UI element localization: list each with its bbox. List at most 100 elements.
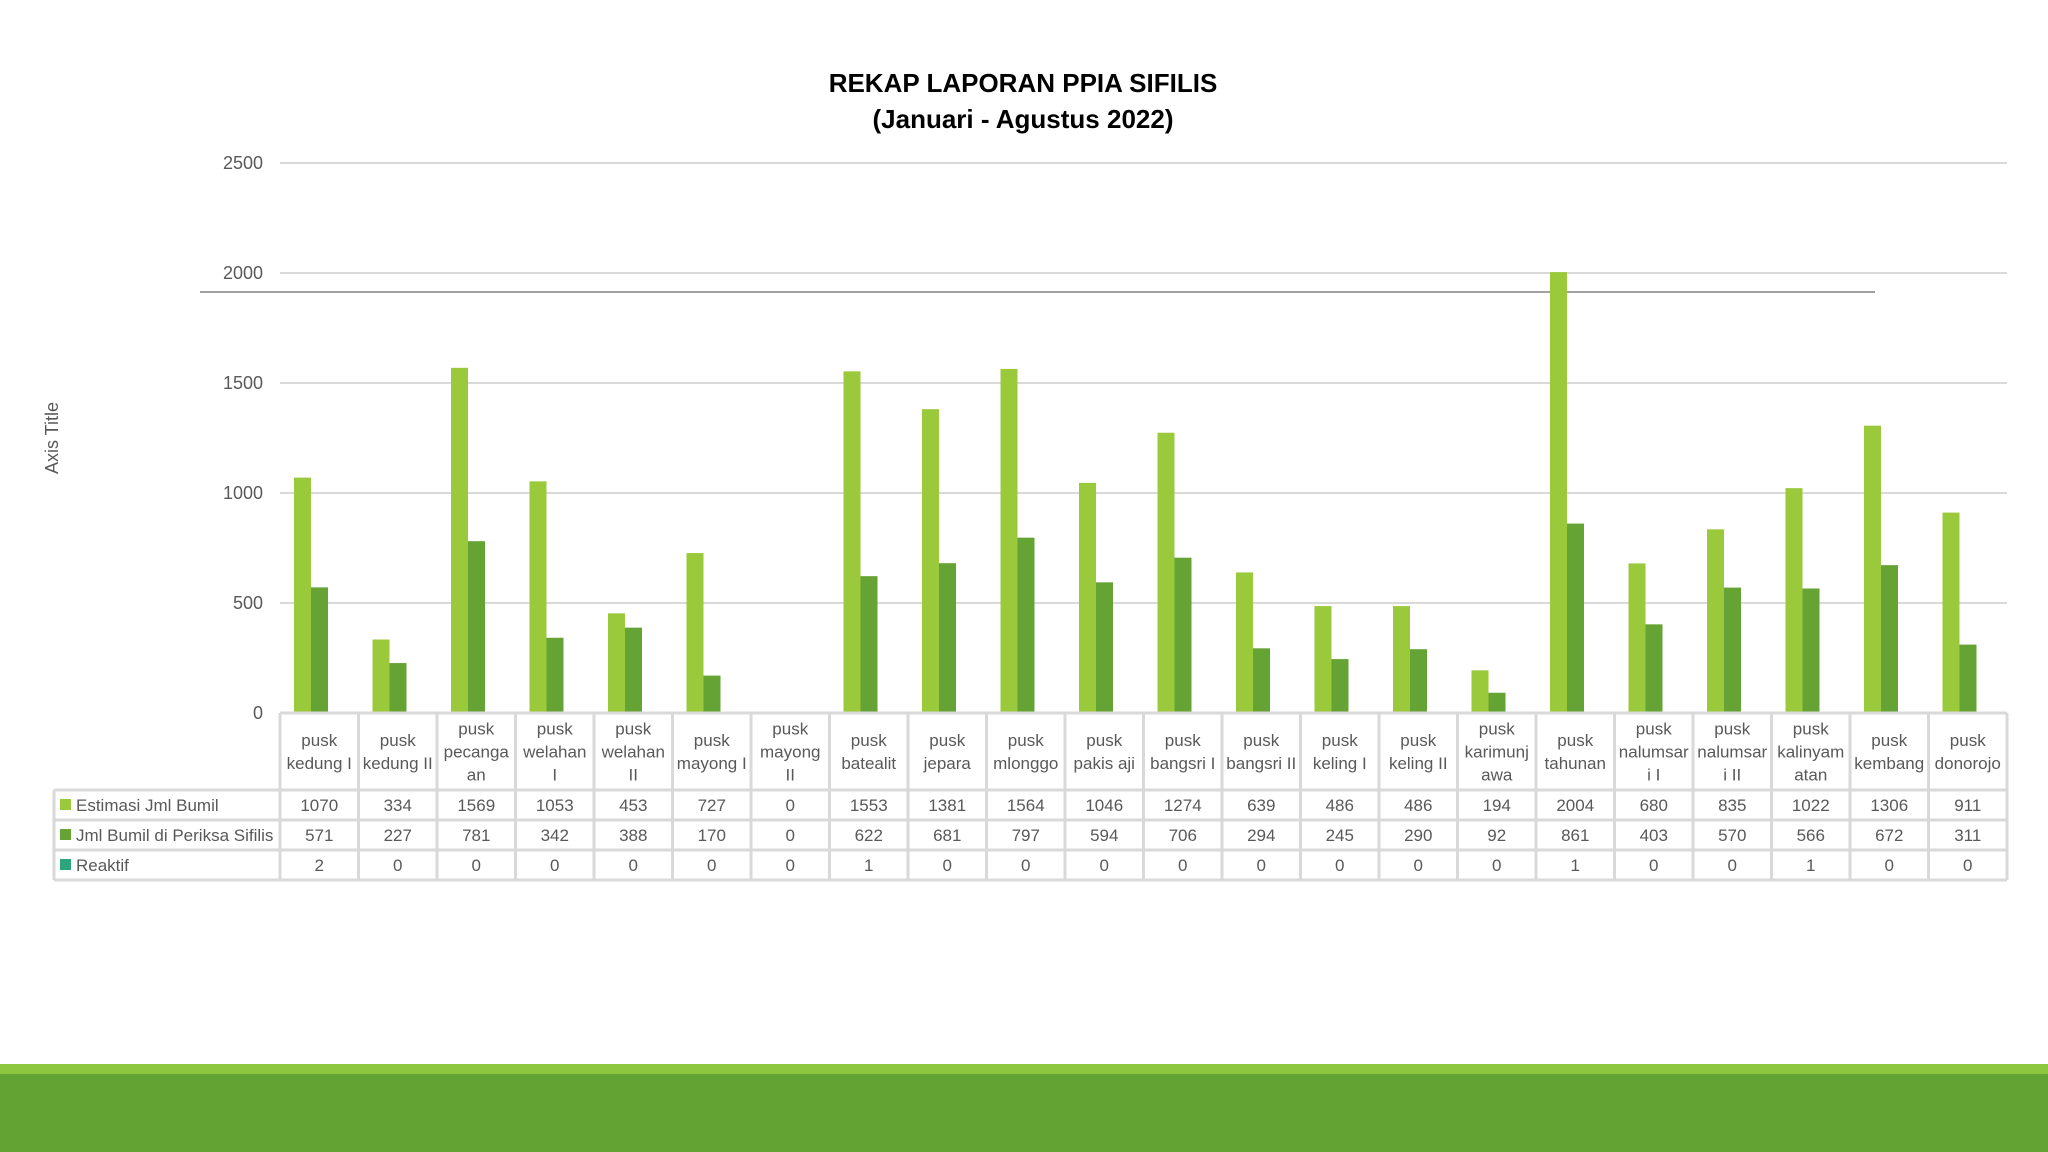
data-label: 706 (1169, 826, 1197, 845)
category-label-line: kembang (1854, 754, 1924, 773)
bar (1079, 482, 1096, 713)
category-label-line: pecanga (444, 743, 510, 762)
legend-key (60, 859, 71, 870)
bar (1253, 648, 1270, 713)
data-label: 170 (698, 826, 726, 845)
category-label-line: II (786, 766, 795, 785)
data-label: 727 (698, 796, 726, 815)
category-label-line: batealit (841, 754, 896, 773)
data-label: 92 (1487, 826, 1506, 845)
data-label: 0 (1728, 856, 1737, 875)
data-label: 566 (1797, 826, 1825, 845)
y-tick-label: 2000 (223, 263, 263, 283)
category-label-line: i I (1647, 766, 1660, 785)
data-label: 0 (943, 856, 952, 875)
bar (1410, 649, 1427, 713)
category-label-line: bangsri I (1150, 754, 1215, 773)
data-label: 403 (1640, 826, 1668, 845)
bars (294, 272, 1977, 713)
bar (1864, 425, 1881, 713)
category-label-line: mayong I (677, 754, 747, 773)
bar (1471, 670, 1489, 713)
data-label: 1053 (536, 796, 574, 815)
footer-stripe (0, 1064, 2048, 1074)
data-label: 861 (1561, 826, 1589, 845)
footer-band (0, 1074, 2048, 1152)
data-label: 1274 (1164, 796, 1202, 815)
data-label: 1022 (1792, 796, 1830, 815)
bar (1393, 606, 1410, 713)
data-label: 1569 (457, 796, 495, 815)
data-label: 1381 (928, 796, 966, 815)
bar (1802, 588, 1820, 713)
data-label: 1553 (850, 796, 888, 815)
category-label: pusk welahan II (601, 720, 665, 785)
category-label-line: pusk (380, 731, 416, 750)
gridlines (200, 162, 2007, 604)
data-label: 0 (1257, 856, 1266, 875)
bar (608, 613, 625, 713)
bar (1785, 488, 1803, 713)
category-label-line: pusk (929, 731, 965, 750)
category-label-line: I (552, 766, 557, 785)
chart-title-line: (Januari - Agustus 2022) (872, 104, 1173, 134)
category-label-line: pusk (537, 720, 573, 739)
bar (922, 409, 939, 713)
category-label-line: tahunan (1545, 754, 1606, 773)
y-axis-title: Axis Title (42, 402, 62, 474)
category-label-line: pusk (851, 731, 887, 750)
data-label: 294 (1247, 826, 1275, 845)
data-label: 388 (619, 826, 647, 845)
data-label: 0 (707, 856, 716, 875)
category-label-line: pusk (301, 731, 337, 750)
bar (1174, 557, 1192, 713)
category-label: pusk keling II (1389, 731, 1448, 773)
data-label: 680 (1640, 796, 1668, 815)
data-label: 911 (1954, 796, 1981, 815)
bar (1959, 644, 1977, 713)
category-label: pusk kalinyam atan (1777, 720, 1844, 785)
category-label: pusk welahan I (522, 720, 586, 785)
category-label-line: pusk (772, 720, 808, 739)
category-label: pusk kedung II (363, 731, 433, 773)
category-label-line: pusk (1008, 731, 1044, 750)
legend-key (60, 799, 71, 810)
bar (468, 541, 485, 713)
category-label-line: an (467, 766, 486, 785)
category-label-line: keling I (1313, 754, 1367, 773)
data-label: 1306 (1870, 796, 1908, 815)
bar (1331, 659, 1349, 713)
bar (1488, 692, 1506, 713)
category-label-line: pusk (1636, 720, 1672, 739)
category-label: pusk tahunan (1545, 731, 1606, 773)
data-label: 1 (1806, 856, 1815, 875)
category-label-line: pusk (615, 720, 651, 739)
category-label-line: pusk (694, 731, 730, 750)
bar (1881, 565, 1898, 713)
category-label: pusk nalumsar i II (1697, 720, 1767, 785)
category-label-line: bangsri II (1226, 754, 1296, 773)
data-label: 290 (1404, 826, 1432, 845)
data-label: 0 (786, 826, 795, 845)
category-label-line: pusk (1479, 720, 1515, 739)
data-label: 453 (619, 796, 647, 815)
category-label: pusk keling I (1313, 731, 1367, 773)
data-label: 227 (384, 826, 412, 845)
bar (1707, 529, 1724, 713)
y-axis-title-text: Axis Title (42, 402, 62, 474)
category-label: pusk karimunj awa (1465, 720, 1529, 785)
bar (843, 371, 861, 713)
category-label-line: pusk (1714, 720, 1750, 739)
data-label: 639 (1247, 796, 1275, 815)
y-tick-label: 2500 (223, 153, 263, 173)
bar (1000, 368, 1018, 713)
bar (625, 627, 642, 713)
data-label: 1564 (1007, 796, 1045, 815)
category-label-line: welahan (601, 743, 665, 762)
y-tick-label: 1000 (223, 483, 263, 503)
data-label: 672 (1875, 826, 1903, 845)
chart-title: REKAP LAPORAN PPIA SIFILIS (Januari - Agu… (829, 68, 1218, 134)
category-label-line: welahan (522, 743, 586, 762)
bar (294, 477, 311, 713)
